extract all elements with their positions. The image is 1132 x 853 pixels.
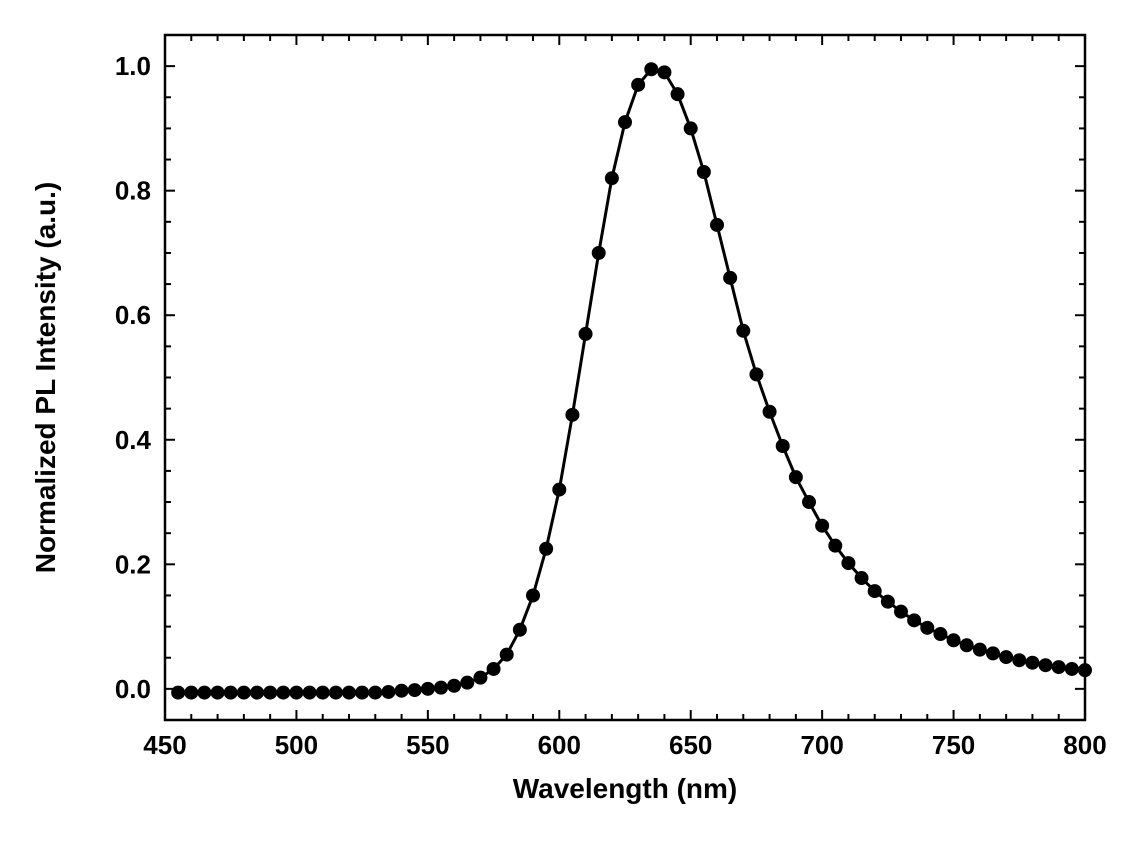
data-point	[1079, 664, 1092, 677]
data-point	[579, 327, 592, 340]
x-tick-label: 500	[275, 730, 318, 760]
x-tick-label: 800	[1063, 730, 1106, 760]
data-point	[1026, 656, 1039, 669]
data-point	[198, 686, 211, 699]
data-point	[553, 483, 566, 496]
data-point	[934, 628, 947, 641]
data-point	[868, 585, 881, 598]
data-point	[435, 681, 448, 694]
data-point	[369, 686, 382, 699]
data-point	[500, 648, 513, 661]
x-tick-label: 650	[669, 730, 712, 760]
data-point	[303, 686, 316, 699]
y-tick-label: 0.0	[115, 674, 151, 704]
data-point	[711, 218, 724, 231]
data-point	[816, 519, 829, 532]
data-point	[237, 686, 250, 699]
data-point	[763, 405, 776, 418]
data-point	[290, 686, 303, 699]
y-tick-label: 0.8	[115, 176, 151, 206]
data-point	[277, 686, 290, 699]
data-point	[487, 662, 500, 675]
x-tick-label: 700	[800, 730, 843, 760]
data-point	[619, 116, 632, 129]
data-point	[421, 682, 434, 695]
y-axis-label: Normalized PL Intensity (a.u.)	[30, 182, 61, 574]
x-tick-label: 600	[538, 730, 581, 760]
y-tick-label: 1.0	[115, 51, 151, 81]
data-point	[172, 686, 185, 699]
data-point	[1039, 659, 1052, 672]
data-point	[895, 605, 908, 618]
y-tick-label: 0.6	[115, 300, 151, 330]
y-tick-label: 0.2	[115, 549, 151, 579]
pl-spectrum-chart: 450 500 550 600 650 700 750 800 0.0 0.2 0.4 0.6 0.8 1…	[0, 0, 1132, 853]
data-point	[829, 539, 842, 552]
data-point	[395, 684, 408, 697]
data-point	[960, 639, 973, 652]
data-point	[408, 684, 421, 697]
data-point	[632, 78, 645, 91]
data-point	[224, 686, 237, 699]
data-point	[448, 679, 461, 692]
data-point	[947, 634, 960, 647]
data-point	[881, 595, 894, 608]
data-point	[251, 686, 264, 699]
data-point	[343, 686, 356, 699]
data-point	[973, 643, 986, 656]
data-point	[724, 271, 737, 284]
data-point	[750, 368, 763, 381]
data-point	[1000, 651, 1013, 664]
data-point	[658, 66, 671, 79]
data-point	[1013, 654, 1026, 667]
chart-container: 450 500 550 600 650 700 750 800 0.0 0.2 0.4 0.6 0.8 1…	[0, 0, 1132, 853]
data-point	[789, 471, 802, 484]
data-point	[1065, 662, 1078, 675]
data-point	[356, 686, 369, 699]
data-point	[316, 686, 329, 699]
data-point	[855, 572, 868, 585]
data-point	[211, 686, 224, 699]
data-point	[382, 685, 395, 698]
data-point	[461, 676, 474, 689]
x-tick-label: 750	[932, 730, 975, 760]
data-point	[264, 686, 277, 699]
data-point	[566, 408, 579, 421]
data-point	[605, 172, 618, 185]
data-point	[513, 623, 526, 636]
data-point	[921, 621, 934, 634]
data-point	[592, 246, 605, 259]
data-point	[776, 440, 789, 453]
data-point	[671, 88, 684, 101]
data-point	[737, 324, 750, 337]
data-point	[185, 686, 198, 699]
data-point	[474, 671, 487, 684]
data-point	[987, 647, 1000, 660]
data-point	[684, 122, 697, 135]
data-point	[540, 542, 553, 555]
data-point	[842, 557, 855, 570]
data-point	[697, 166, 710, 179]
data-point	[908, 614, 921, 627]
data-point	[1052, 661, 1065, 674]
x-axis-label: Wavelength (nm)	[513, 773, 738, 804]
data-point	[329, 686, 342, 699]
data-point	[527, 589, 540, 602]
data-point	[803, 496, 816, 509]
x-tick-label: 450	[143, 730, 186, 760]
y-tick-label: 0.4	[115, 425, 152, 455]
data-point	[645, 63, 658, 76]
x-tick-label: 550	[406, 730, 449, 760]
